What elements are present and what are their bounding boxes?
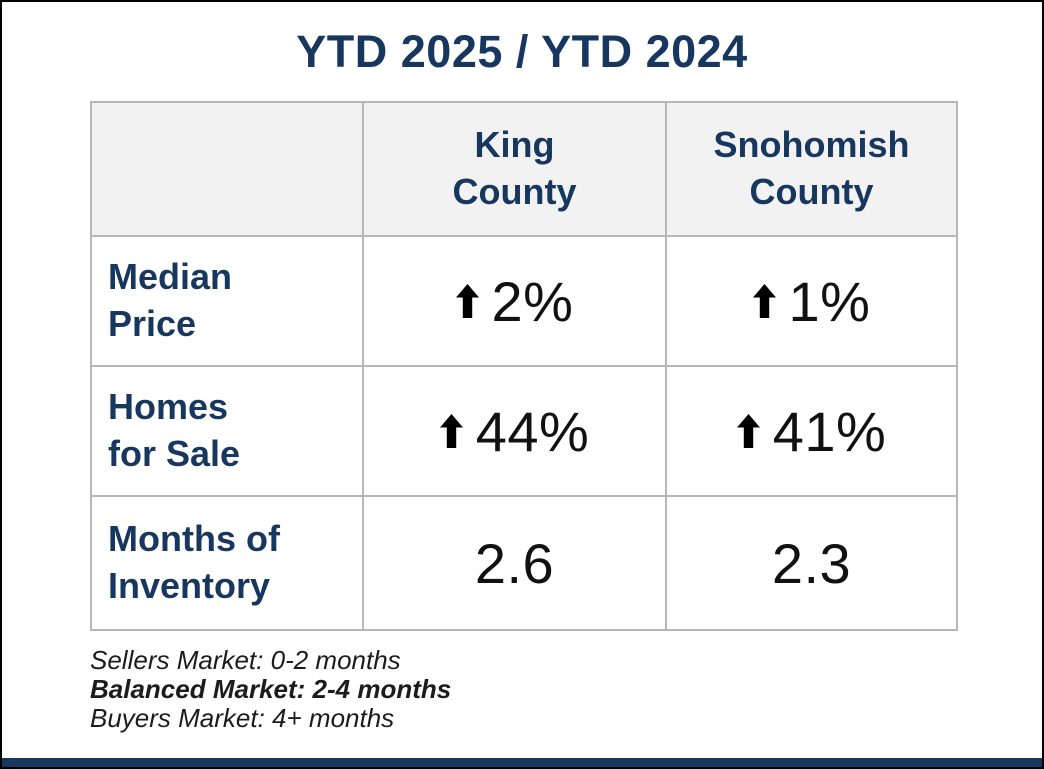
value-text: 41%	[772, 399, 887, 463]
header-row: King County Snohomish County	[90, 101, 958, 238]
stats-table: King County Snohomish County Median Pric…	[90, 101, 958, 632]
row-label-median-price: Median Price	[90, 235, 364, 368]
column-header-king: King County	[362, 101, 667, 238]
table-row-median-price: Median Price 2% 1%	[90, 235, 958, 368]
row-label-months-of-inventory: Months of Inventory	[90, 495, 364, 632]
cell-months-inventory-king: 2.6	[362, 495, 667, 632]
column-header-snohomish: Snohomish County	[665, 101, 958, 238]
up-arrow-icon	[439, 414, 463, 449]
table-row-months-of-inventory: Months of Inventory 2.6 2.3	[90, 495, 958, 632]
value-text: 2%	[491, 269, 574, 333]
up-arrow-icon	[455, 284, 479, 319]
corner-cell	[90, 101, 364, 238]
up-arrow-icon	[752, 284, 776, 319]
cell-homes-for-sale-snohomish: 41%	[665, 365, 958, 498]
cell-months-inventory-snohomish: 2.3	[665, 495, 958, 632]
value-text: 2.6	[474, 531, 555, 595]
row-label-homes-for-sale: Homes for Sale	[90, 365, 364, 498]
legend-line-buyers-market: Buyers Market: 4+ months	[90, 703, 395, 734]
cell-homes-for-sale-king: 44%	[362, 365, 667, 498]
cell-median-price-king: 2%	[362, 235, 667, 368]
legend-line-balanced-market: Balanced Market: 2-4 months	[90, 674, 452, 705]
market-legend: Sellers Market: 0-2 months Balanced Mark…	[90, 646, 1042, 733]
table-row-homes-for-sale: Homes for Sale 44% 41%	[90, 365, 958, 498]
cell-median-price-snohomish: 1%	[665, 235, 958, 368]
bottom-accent-bar	[2, 758, 1042, 767]
value-text: 44%	[475, 399, 590, 463]
legend-line-sellers-market: Sellers Market: 0-2 months	[90, 645, 401, 676]
up-arrow-icon	[736, 414, 760, 449]
page-title: YTD 2025 / YTD 2024	[296, 26, 748, 77]
value-text: 2.3	[771, 531, 852, 595]
value-text: 1%	[788, 269, 871, 333]
